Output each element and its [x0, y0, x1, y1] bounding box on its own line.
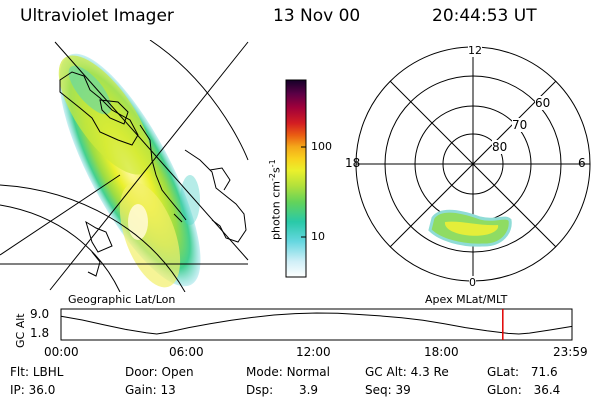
info-gain: Gain: 13 — [125, 383, 176, 397]
lat-label-60: 60 — [535, 96, 551, 110]
geographic-auroral-image — [0, 40, 249, 292]
mlt-label-0: 0 — [469, 276, 476, 289]
info-dsp: Dsp: 3.9 — [246, 383, 319, 397]
colorbar-tick-100: 100 — [311, 140, 332, 153]
altitude-timeline-plot — [60, 308, 573, 341]
altitude-plot-frame — [60, 308, 573, 341]
polar-caption: Apex MLat/MLT — [425, 293, 508, 306]
mlt-label-6: 6 — [578, 156, 586, 170]
time-label: 20:44:53 UT — [432, 6, 537, 26]
altitude-curve — [60, 312, 573, 335]
info-seq: Seq: 39 — [365, 383, 411, 397]
mlt-label-12: 12 — [468, 44, 482, 57]
lat-label-70: 70 — [512, 118, 528, 132]
info-gc-alt: GC Alt: 4.3 Re — [365, 365, 449, 379]
geo-panel-caption: Geographic Lat/Lon — [68, 293, 176, 306]
polar-mlat-mlt-plot — [355, 46, 591, 282]
info-glon: GLon: 36.4 — [487, 383, 561, 397]
date-label: 13 Nov 00 — [273, 6, 361, 26]
time-tick-0000: 00:00 — [44, 345, 79, 359]
info-ip: IP: 36.0 — [10, 383, 56, 397]
polar-aurora-blob — [428, 209, 512, 247]
time-tick-0600: 06:00 — [169, 345, 204, 359]
altitude-ytick-min: 1.8 — [30, 326, 50, 340]
lat-label-80: 80 — [492, 140, 508, 154]
info-mode: Mode: Normal — [246, 365, 330, 379]
mlt-label-18: 18 — [345, 156, 361, 170]
app-title: Ultraviolet Imager — [20, 6, 174, 26]
altitude-ytick-max: 9.0 — [30, 307, 50, 321]
altitude-ylabel: GC Alt — [14, 313, 27, 348]
info-flt: Flt: LBHL — [10, 365, 64, 379]
info-glat: GLat: 71.6 — [487, 365, 558, 379]
colorbar-label: photon cm-2s-1 — [268, 159, 283, 240]
intensity-colorbar — [285, 79, 307, 278]
time-tick-1800: 18:00 — [424, 345, 459, 359]
lat-lon-grid — [0, 40, 249, 292]
time-tick-1200: 12:00 — [296, 345, 331, 359]
coastlines — [59, 71, 247, 277]
time-tick-2359: 23:59 — [553, 345, 588, 359]
info-door: Door: Open — [125, 365, 194, 379]
colorbar-tick-10: 10 — [311, 230, 325, 243]
